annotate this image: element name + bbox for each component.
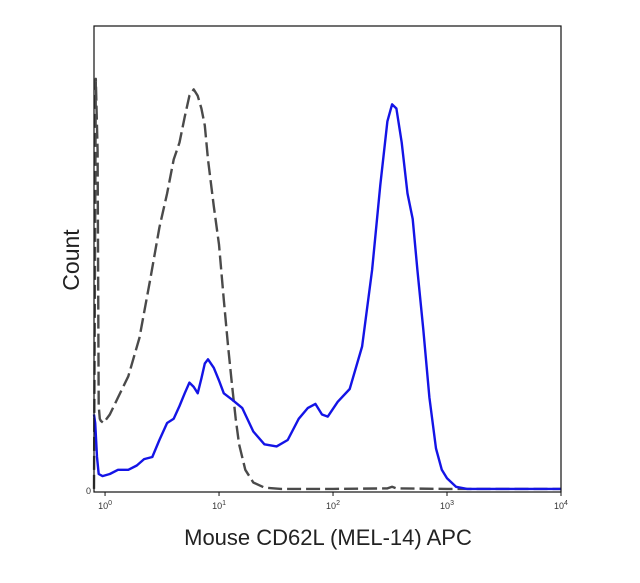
y-tick-label-0: 0	[86, 486, 91, 496]
x-axis-label: Mouse CD62L (MEL-14) APC	[184, 525, 472, 550]
series-line-2	[92, 103, 561, 491]
series-group	[92, 77, 561, 491]
series-line-1	[92, 77, 561, 491]
x-tick-label-3: 103	[440, 500, 454, 511]
x-tick-label-0: 100	[98, 500, 112, 511]
y-axis-label: Count	[58, 229, 84, 291]
tick-group: 100 101 102 103 104 0	[86, 486, 568, 511]
x-tick-label-1: 101	[212, 500, 226, 511]
x-tick-label-4: 104	[554, 500, 568, 511]
x-tick-label-2: 102	[326, 500, 340, 511]
plot-frame	[93, 25, 562, 493]
